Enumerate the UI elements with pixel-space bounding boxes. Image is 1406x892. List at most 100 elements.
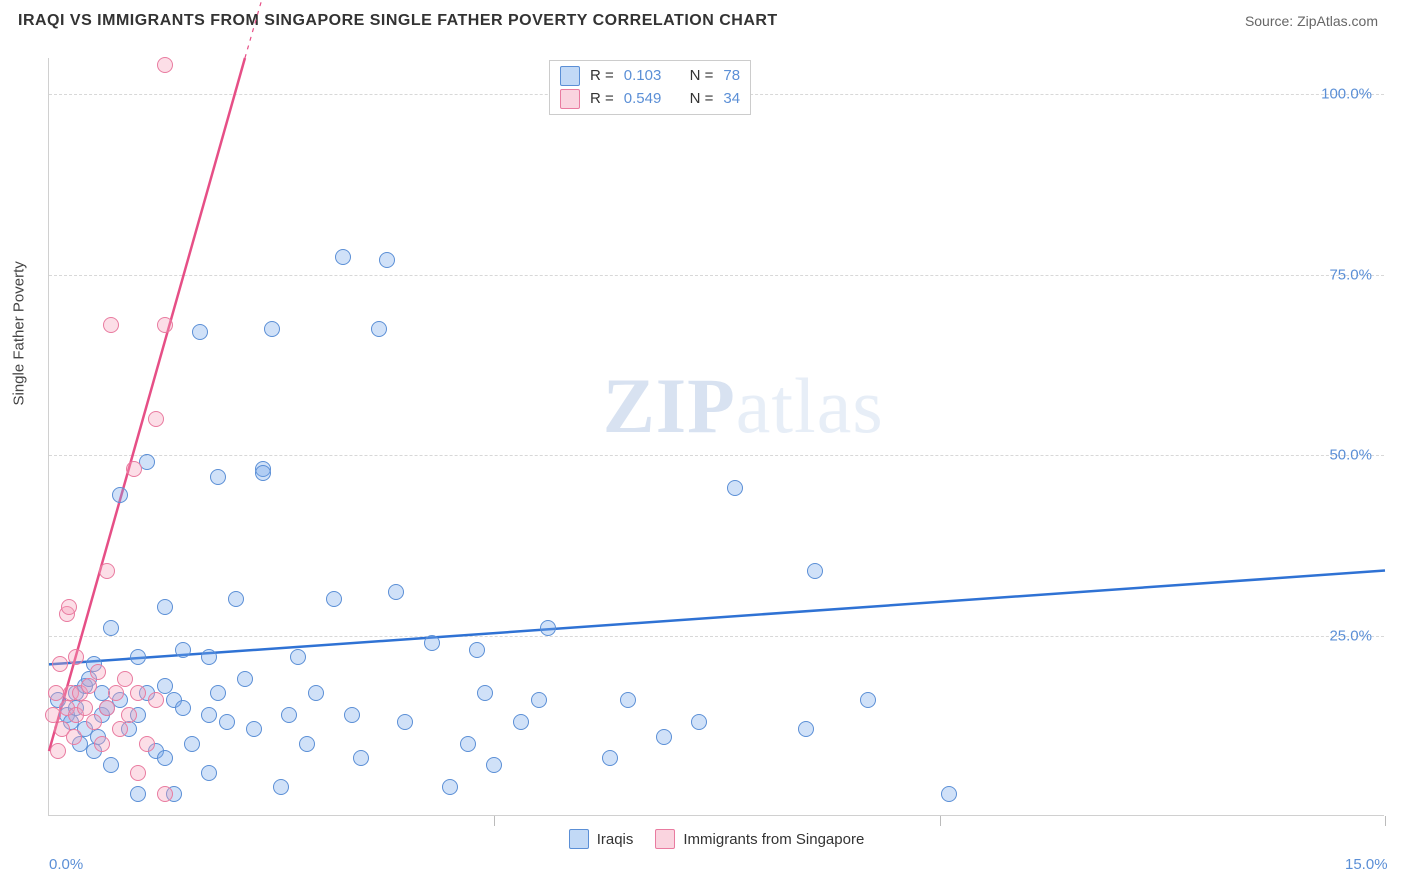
scatter-point-iraqis: [353, 750, 369, 766]
r-value: 0.103: [624, 65, 662, 88]
legend-item-singapore: Immigrants from Singapore: [655, 829, 864, 849]
scatter-point-iraqis: [460, 736, 476, 752]
scatter-point-immigrants_singapore: [157, 57, 173, 73]
scatter-point-iraqis: [477, 685, 493, 701]
scatter-point-iraqis: [513, 714, 529, 730]
scatter-point-immigrants_singapore: [77, 700, 93, 716]
scatter-point-immigrants_singapore: [66, 729, 82, 745]
scatter-point-iraqis: [255, 465, 271, 481]
scatter-point-iraqis: [424, 635, 440, 651]
scatter-point-iraqis: [246, 721, 262, 737]
legend-item-iraqis: Iraqis: [569, 829, 634, 849]
source-name: ZipAtlas.com: [1297, 13, 1378, 29]
scatter-point-immigrants_singapore: [126, 461, 142, 477]
y-axis-title: Single Father Poverty: [11, 261, 28, 405]
scatter-point-iraqis: [531, 692, 547, 708]
legend-label: Iraqis: [597, 831, 634, 848]
scatter-point-iraqis: [175, 642, 191, 658]
scatter-point-immigrants_singapore: [148, 692, 164, 708]
scatter-point-immigrants_singapore: [94, 736, 110, 752]
scatter-point-immigrants_singapore: [48, 685, 64, 701]
scatter-point-iraqis: [103, 620, 119, 636]
scatter-point-immigrants_singapore: [81, 678, 97, 694]
r-label: R =: [590, 65, 614, 88]
scatter-point-immigrants_singapore: [103, 317, 119, 333]
legend-bottom: Iraqis Immigrants from Singapore: [49, 829, 1384, 849]
r-value: 0.549: [624, 88, 662, 111]
scatter-point-iraqis: [727, 480, 743, 496]
n-label: N =: [690, 65, 714, 88]
scatter-point-immigrants_singapore: [99, 700, 115, 716]
scatter-point-iraqis: [184, 736, 200, 752]
source-attribution: Source: ZipAtlas.com: [1245, 13, 1378, 29]
scatter-point-iraqis: [691, 714, 707, 730]
tick-v: [1385, 816, 1386, 826]
scatter-point-iraqis: [299, 736, 315, 752]
scatter-point-iraqis: [602, 750, 618, 766]
legend-stats-box: R = 0.103 N = 78 R = 0.549 N = 34: [549, 60, 751, 115]
y-tick-label: 25.0%: [1329, 627, 1372, 644]
scatter-point-iraqis: [397, 714, 413, 730]
scatter-point-immigrants_singapore: [157, 317, 173, 333]
scatter-point-iraqis: [130, 786, 146, 802]
scatter-point-iraqis: [344, 707, 360, 723]
scatter-point-immigrants_singapore: [52, 656, 68, 672]
scatter-point-immigrants_singapore: [68, 649, 84, 665]
n-value: 78: [723, 65, 740, 88]
scatter-point-immigrants_singapore: [90, 664, 106, 680]
y-tick-label: 50.0%: [1329, 447, 1372, 464]
scatter-point-iraqis: [290, 649, 306, 665]
scatter-point-iraqis: [379, 252, 395, 268]
scatter-point-immigrants_singapore: [108, 685, 124, 701]
scatter-point-iraqis: [228, 591, 244, 607]
scatter-point-iraqis: [860, 692, 876, 708]
scatter-point-iraqis: [237, 671, 253, 687]
scatter-point-iraqis: [210, 685, 226, 701]
scatter-point-iraqis: [157, 750, 173, 766]
scatter-point-iraqis: [656, 729, 672, 745]
legend-stats-row-iraqis: R = 0.103 N = 78: [560, 65, 740, 88]
scatter-point-immigrants_singapore: [157, 786, 173, 802]
scatter-point-iraqis: [210, 469, 226, 485]
scatter-point-immigrants_singapore: [99, 563, 115, 579]
tick-v: [940, 816, 941, 826]
scatter-points: [49, 58, 1384, 815]
chart-plot-area: Single Father Poverty ZIPatlas R = 0.103…: [48, 58, 1384, 816]
scatter-point-iraqis: [941, 786, 957, 802]
scatter-point-iraqis: [326, 591, 342, 607]
n-label: N =: [690, 88, 714, 111]
scatter-point-iraqis: [442, 779, 458, 795]
scatter-point-iraqis: [264, 321, 280, 337]
source-prefix: Source:: [1245, 13, 1297, 29]
tick-v: [494, 816, 495, 826]
scatter-point-immigrants_singapore: [130, 685, 146, 701]
scatter-point-iraqis: [388, 584, 404, 600]
scatter-point-immigrants_singapore: [50, 743, 66, 759]
scatter-point-iraqis: [112, 487, 128, 503]
scatter-point-immigrants_singapore: [121, 707, 137, 723]
scatter-point-immigrants_singapore: [148, 411, 164, 427]
scatter-point-iraqis: [281, 707, 297, 723]
header: IRAQI VS IMMIGRANTS FROM SINGAPORE SINGL…: [0, 0, 1406, 38]
y-tick-label: 75.0%: [1329, 266, 1372, 283]
scatter-point-immigrants_singapore: [139, 736, 155, 752]
scatter-point-iraqis: [620, 692, 636, 708]
scatter-point-iraqis: [335, 249, 351, 265]
scatter-point-iraqis: [157, 599, 173, 615]
scatter-point-iraqis: [175, 700, 191, 716]
scatter-point-iraqis: [798, 721, 814, 737]
scatter-point-iraqis: [486, 757, 502, 773]
x-tick-label: 0.0%: [49, 856, 83, 873]
scatter-point-iraqis: [219, 714, 235, 730]
swatch-blue-icon: [560, 66, 580, 86]
scatter-point-iraqis: [192, 324, 208, 340]
scatter-point-immigrants_singapore: [112, 721, 128, 737]
x-tick-label: 15.0%: [1345, 856, 1388, 873]
scatter-point-iraqis: [130, 649, 146, 665]
scatter-point-iraqis: [371, 321, 387, 337]
scatter-point-iraqis: [157, 678, 173, 694]
scatter-point-iraqis: [201, 649, 217, 665]
scatter-point-iraqis: [273, 779, 289, 795]
legend-stats-row-singapore: R = 0.549 N = 34: [560, 88, 740, 111]
scatter-point-iraqis: [469, 642, 485, 658]
